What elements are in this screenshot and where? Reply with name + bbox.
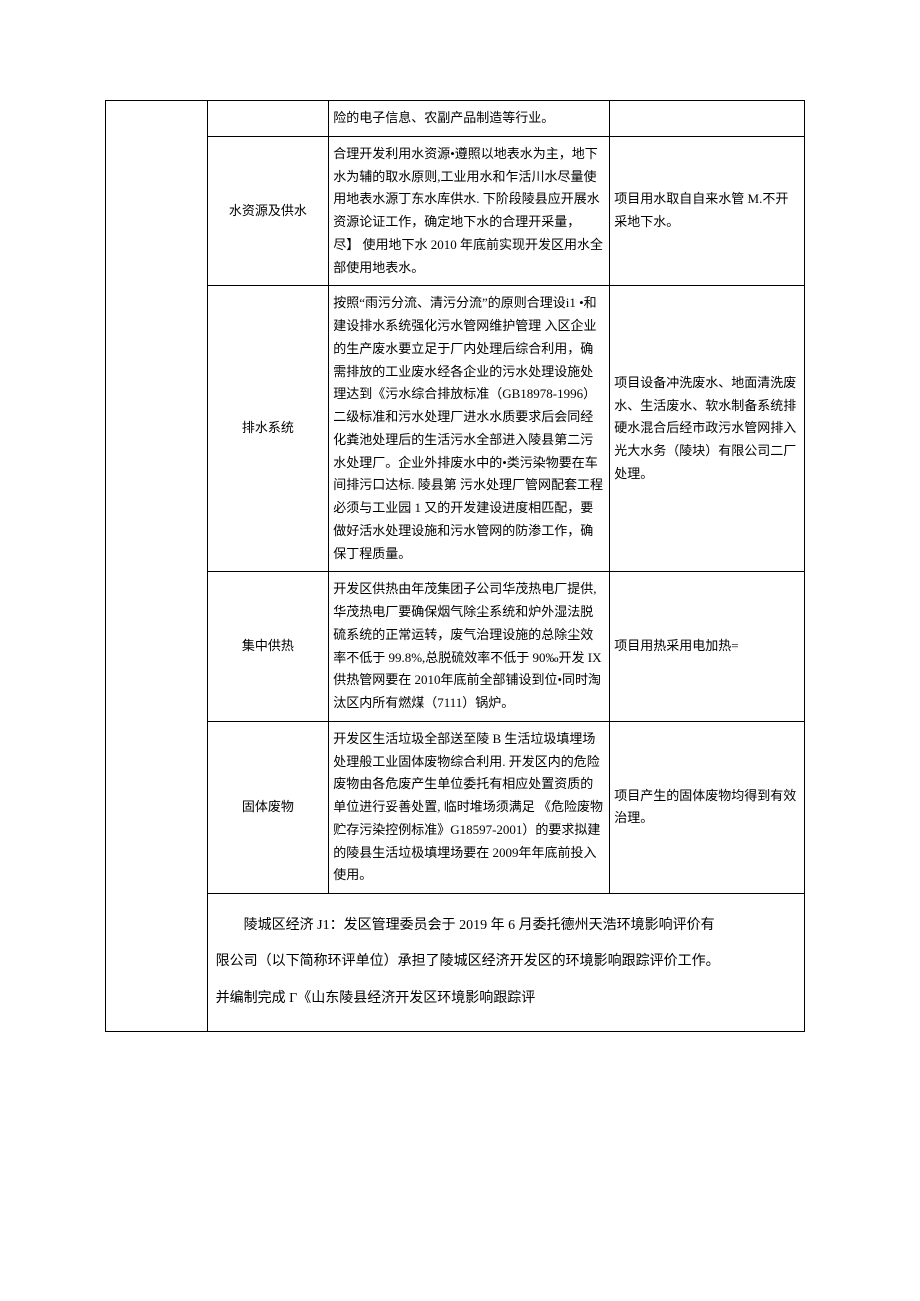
status-cell: 项目产生的固体废物均得到有效治理。: [610, 721, 805, 893]
item-cell: 水资源及供水: [207, 136, 329, 286]
compliance-table: 险的电子信息、农副产品制造等行业。 水资源及供水 合理开发利用水资源•遵照以地表…: [105, 100, 805, 1032]
requirement-cell: 开发区生活垃圾全部送至陵 B 生活垃圾填埋场处理般工业固体废物综合利用. 开发区…: [329, 721, 610, 893]
table-row: 险的电子信息、农副产品制造等行业。: [106, 101, 805, 137]
document-page: 险的电子信息、农副产品制造等行业。 水资源及供水 合理开发利用水资源•遵照以地表…: [0, 0, 920, 1112]
item-cell: 固体废物: [207, 721, 329, 893]
requirement-cell: 险的电子信息、农副产品制造等行业。: [329, 101, 610, 137]
requirement-cell: 按照“雨污分流、清污分流”的原则合理设i1 •和建设排水系统强化污水管网维护管理…: [329, 286, 610, 572]
footer-cell: 陵城区经济 J1：发区管理委员会于 2019 年 6 月委托德州天浩环境影响评价…: [207, 894, 804, 1032]
category-cell: [106, 101, 208, 1032]
item-cell: 排水系统: [207, 286, 329, 572]
status-cell: 项目用热采用电加热=: [610, 572, 805, 722]
requirement-cell: 合理开发利用水资源•遵照以地表水为主，地下水为辅的取水原则,工业用水和乍活川水尽…: [329, 136, 610, 286]
status-cell: 项目用水取自自来水管 M.不开采地下水。: [610, 136, 805, 286]
table-row: 集中供热 开发区供热由年茂集团子公司华茂热电厂提供, 华茂热电厂要确保烟气除尘系…: [106, 572, 805, 722]
item-cell: [207, 101, 329, 137]
table-row: 水资源及供水 合理开发利用水资源•遵照以地表水为主，地下水为辅的取水原则,工业用…: [106, 136, 805, 286]
status-cell: 项目设备冲洗废水、地面清洗废水、生活废水、软水制备系统排硬水混合后经市政污水管网…: [610, 286, 805, 572]
table-row: 固体废物 开发区生活垃圾全部送至陵 B 生活垃圾填埋场处理般工业固体废物综合利用…: [106, 721, 805, 893]
footer-line-1: 陵城区经济 J1：发区管理委员会于 2019 年 6 月委托德州天浩环境影响评价…: [216, 908, 796, 944]
status-cell: [610, 101, 805, 137]
footer-row: 陵城区经济 J1：发区管理委员会于 2019 年 6 月委托德州天浩环境影响评价…: [106, 894, 805, 1032]
footer-line-2: 限公司（以下简称环评单位）承担了陵城区经济开发区的环境影响跟踪评价工作。: [216, 944, 796, 980]
item-cell: 集中供热: [207, 572, 329, 722]
requirement-cell: 开发区供热由年茂集团子公司华茂热电厂提供, 华茂热电厂要确保烟气除尘系统和炉外湿…: [329, 572, 610, 722]
table-row: 排水系统 按照“雨污分流、清污分流”的原则合理设i1 •和建设排水系统强化污水管…: [106, 286, 805, 572]
footer-line-3: 并编制完成 Γ《山东陵县经济开发区环境影响跟踪评: [216, 981, 796, 1017]
